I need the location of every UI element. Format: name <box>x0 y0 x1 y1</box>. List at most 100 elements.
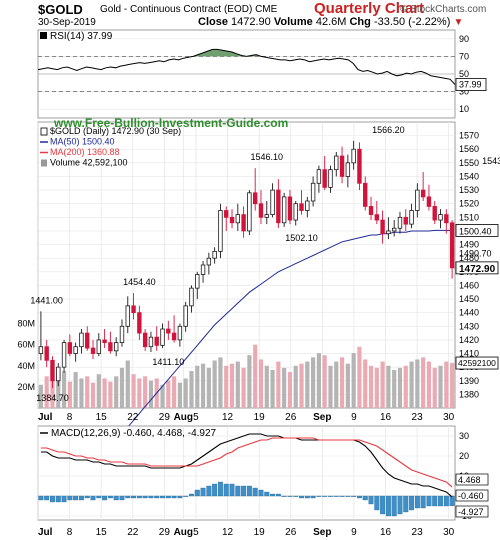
macd-histogram-bar <box>420 495 426 509</box>
price-annotation: 1546.10 <box>250 152 283 162</box>
volume-bar <box>357 346 362 408</box>
candle-body <box>189 287 194 307</box>
macd-histogram-bar <box>246 485 252 497</box>
volume-bar <box>426 361 432 408</box>
candle-body <box>90 347 96 354</box>
volume-label: Volume <box>273 16 313 28</box>
candle-body <box>142 332 148 348</box>
macd-histogram-bar <box>426 495 432 507</box>
volume-bar <box>432 367 437 408</box>
candle-body <box>316 169 322 184</box>
macd-histogram-bar <box>223 483 229 497</box>
macd-histogram-bar <box>403 495 409 513</box>
volume-bar <box>102 378 107 408</box>
volume-bar <box>73 372 78 408</box>
volume-bar <box>229 363 235 408</box>
candle-body <box>154 336 159 346</box>
macd-tick-label: 20 <box>459 451 469 461</box>
x-axis-label: 19 <box>254 412 266 423</box>
candle-body <box>415 189 420 211</box>
brand-text: © StockCharts.com <box>400 4 487 15</box>
volume-bar <box>96 374 101 408</box>
volume-bar <box>119 367 125 408</box>
price-annotation: 1502.10 <box>285 233 318 243</box>
rsi-tick-label: 10 <box>459 104 469 114</box>
candle-body <box>328 169 333 188</box>
candle-body <box>449 222 455 269</box>
volume-bar <box>253 344 258 408</box>
macd-hist-value: -4.927 <box>458 507 484 517</box>
macd-histogram-bar <box>449 495 455 507</box>
macd-histogram-bar <box>333 495 339 497</box>
change-label: Chg <box>349 16 371 28</box>
macd-histogram-bar <box>142 495 148 499</box>
macd-histogram-bar <box>397 495 403 515</box>
macd-histogram-bar <box>438 495 443 507</box>
macd-histogram-bar <box>194 489 200 497</box>
candle-body <box>56 366 61 382</box>
candle-body <box>391 227 397 232</box>
volume-value-label: 42592100 <box>458 358 496 368</box>
macd-histogram-bar <box>206 485 212 497</box>
macd-histogram-bar <box>385 495 391 517</box>
volume-bar <box>380 361 385 408</box>
macd-histogram-bar <box>432 495 438 507</box>
candle-body <box>50 359 55 382</box>
macd-histogram-bar <box>177 495 183 499</box>
volume-bar <box>206 367 211 408</box>
candle-body <box>403 216 408 225</box>
x-axis-label: 30 <box>443 412 455 423</box>
x-axis-label-bottom: 8 <box>67 527 73 538</box>
candle-body <box>148 336 154 348</box>
rsi-value-label: 37.99 <box>459 80 482 90</box>
price-tick-label: 1570 <box>459 131 479 141</box>
volume-bar <box>334 361 339 408</box>
macd-histogram-bar <box>165 495 171 499</box>
macd-histogram-bar <box>362 495 368 501</box>
x-axis-label: Sep <box>313 412 331 423</box>
rsi-tick-label: 70 <box>459 51 469 61</box>
volume-bar <box>218 357 223 408</box>
volume-bar <box>177 382 182 408</box>
volume-bar <box>195 365 200 408</box>
volume-bar <box>444 361 449 408</box>
volume-bar <box>224 365 229 408</box>
volume-bar <box>386 365 391 408</box>
volume-bar <box>403 365 408 408</box>
volume-bar <box>114 376 119 408</box>
volume-bar <box>374 367 379 408</box>
macd-histogram-bar <box>252 487 258 497</box>
macd-histogram-bar <box>154 495 160 499</box>
candle-body <box>218 210 223 252</box>
volume-bar <box>189 371 194 408</box>
volume-bar <box>79 378 84 408</box>
candle-body <box>183 305 188 327</box>
exchange-name: CME <box>255 4 278 15</box>
volume-bar <box>339 357 345 408</box>
volume-bar <box>85 376 90 408</box>
macd-hist-value-box <box>455 505 489 518</box>
volume-bar <box>258 359 264 408</box>
x-axis-label-bottom: 26 <box>285 527 297 538</box>
macd-signal-value-box <box>455 473 489 486</box>
candle-body <box>305 200 310 211</box>
x-axis-label: 29 <box>159 412 171 423</box>
macd-histogram-bar <box>131 495 137 499</box>
x-axis-label: 15 <box>96 412 108 423</box>
volume-bar <box>328 365 333 408</box>
macd-histogram-bar <box>78 495 84 501</box>
x-axis-label-bottom: 22 <box>127 527 139 538</box>
volume-tick-label: 40M <box>17 361 35 371</box>
volume-bar <box>299 363 304 408</box>
macd-histogram-bar <box>368 495 374 505</box>
price-annotation: 1384.70 <box>36 393 69 403</box>
x-axis-label: 26 <box>285 412 297 423</box>
macd-histogram-bar <box>113 495 119 501</box>
macd-histogram-bar <box>67 495 73 501</box>
candle-body <box>229 216 235 224</box>
macd-histogram-bar <box>409 495 415 511</box>
price-annotation: 1566.20 <box>372 125 405 135</box>
candle-body <box>310 182 316 202</box>
volume-bar <box>148 380 154 408</box>
candle-body <box>374 214 380 221</box>
